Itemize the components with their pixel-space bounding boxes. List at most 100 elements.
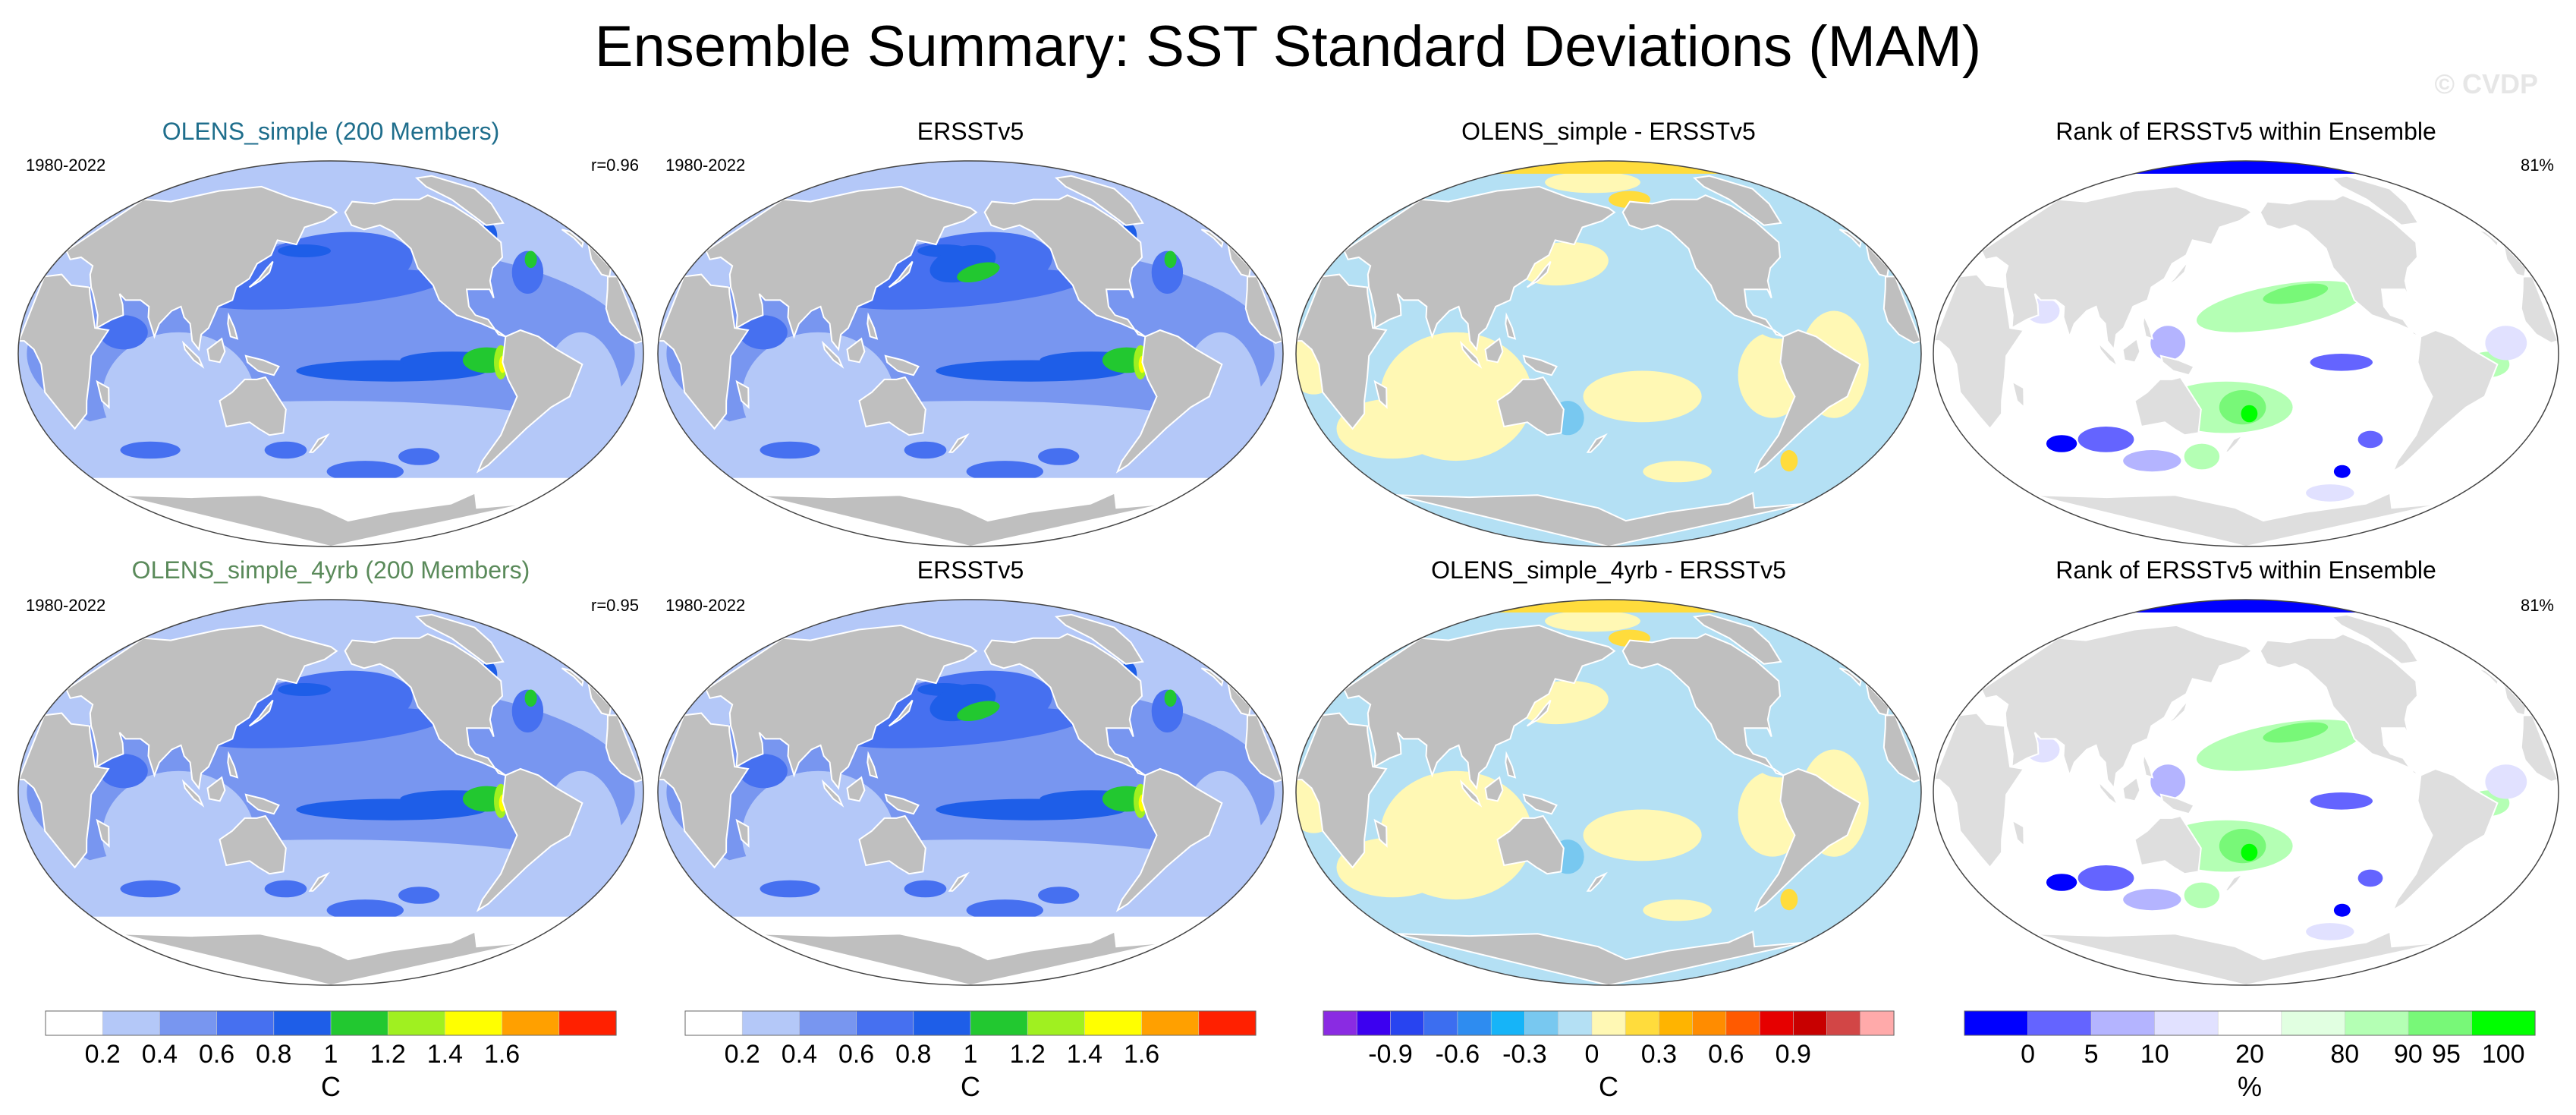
colorbar-tick-label: 20 bbox=[2235, 1040, 2264, 1069]
percent-label: 81% bbox=[2521, 156, 2554, 175]
land-australia bbox=[858, 376, 926, 436]
colorbar-bin bbox=[1141, 1010, 1200, 1036]
land-philippines bbox=[1505, 312, 1517, 340]
field-contour bbox=[1754, 304, 1806, 339]
panel-std-row1: ERSSTv5 1980-2022 bbox=[657, 118, 1284, 547]
panel-title: ERSSTv5 bbox=[917, 118, 1024, 145]
land-borneo bbox=[206, 776, 226, 802]
land-newGuinea bbox=[1522, 354, 1558, 376]
land-philippines bbox=[1505, 751, 1517, 779]
land-northAmerica bbox=[1621, 194, 1784, 338]
colorbar-bin bbox=[1793, 1010, 1828, 1036]
colorbar-tick-label: 0.3 bbox=[1641, 1040, 1677, 1069]
colorbar-bin bbox=[1591, 1010, 1626, 1036]
colorbar-bin bbox=[1725, 1010, 1760, 1036]
colorbar-tick-label: 1.2 bbox=[370, 1040, 406, 1069]
colorbar-std-1: 0.2 0.4 0.6 0.8 1 1.2 1.4 1.6 C bbox=[45, 1010, 617, 1102]
field-contour bbox=[2333, 465, 2351, 478]
field-contour bbox=[1643, 899, 1712, 921]
colorbar-tick-label: 95 bbox=[2432, 1040, 2461, 1069]
land-northAmerica bbox=[2259, 633, 2421, 776]
field-contour bbox=[2184, 443, 2220, 470]
arctic-fill bbox=[1296, 600, 1921, 613]
land-sumatra bbox=[821, 340, 845, 369]
field-contour bbox=[1754, 743, 1806, 778]
land-westAfrica bbox=[1244, 276, 1283, 344]
land-madagascar bbox=[1373, 818, 1388, 848]
field-contour bbox=[102, 770, 255, 900]
colorbar-bin bbox=[502, 1010, 560, 1036]
land-eurasia bbox=[1980, 624, 2254, 790]
colorbar-bin bbox=[1490, 1010, 1526, 1036]
colorbar-tick-label: 0.4 bbox=[782, 1040, 817, 1069]
field-contour bbox=[760, 880, 820, 898]
panel-title: Rank of ERSSTv5 within Ensemble bbox=[2055, 118, 2436, 145]
land-newZealand bbox=[2223, 871, 2245, 892]
field-contour bbox=[1545, 610, 1640, 632]
field-contour bbox=[1038, 448, 1080, 465]
field-layer bbox=[666, 660, 1275, 921]
colorbar-bin bbox=[799, 1010, 857, 1036]
land-newZealand bbox=[1586, 433, 1608, 453]
land-northAmerica bbox=[1621, 633, 1784, 776]
colorbar-tick-label: 0.2 bbox=[725, 1040, 760, 1069]
colorbar-frame bbox=[45, 1010, 617, 1036]
field-contour bbox=[2077, 865, 2134, 891]
field-contour bbox=[904, 441, 947, 459]
land-africa bbox=[18, 712, 110, 869]
land-borneo bbox=[846, 776, 866, 802]
land-japan bbox=[2163, 260, 2189, 288]
land-australia bbox=[2134, 376, 2202, 436]
colorbar-bin bbox=[856, 1010, 914, 1036]
land-southAmerica bbox=[1754, 329, 1861, 474]
colorbar-bin bbox=[2027, 1010, 2093, 1036]
field-contour bbox=[102, 332, 255, 461]
land-eurasia bbox=[705, 185, 978, 351]
land-uk bbox=[1200, 667, 1224, 687]
field-contour bbox=[2310, 792, 2373, 810]
field-contour bbox=[524, 689, 537, 707]
land-australia bbox=[1496, 814, 1565, 875]
field-contour bbox=[2357, 430, 2383, 449]
land-philippines bbox=[867, 312, 879, 340]
field-contour bbox=[904, 880, 947, 898]
field-contour bbox=[1164, 689, 1177, 707]
colorbar-units: C bbox=[961, 1071, 980, 1102]
land-newGuinea bbox=[2159, 793, 2195, 815]
field-contour bbox=[2046, 874, 2077, 891]
colorbar-tick-label: 0.9 bbox=[1776, 1040, 1811, 1069]
land-philippines bbox=[227, 751, 239, 779]
colorbar-frame bbox=[684, 1010, 1257, 1036]
panel-title: OLENS_simple - ERSSTv5 bbox=[1461, 118, 1756, 145]
colorbar-bin bbox=[1027, 1010, 1086, 1036]
panel-title: ERSSTv5 bbox=[917, 556, 1024, 584]
colorbar-bin bbox=[387, 1010, 446, 1036]
map-outline bbox=[1295, 160, 1922, 547]
field-contour bbox=[99, 754, 148, 789]
panel-rank-row2: Rank of ERSSTv5 within Ensemble 81% bbox=[1933, 556, 2559, 986]
land-eurasia bbox=[65, 624, 338, 790]
colorbar-tick-label: 1.4 bbox=[1067, 1040, 1102, 1069]
land-uk bbox=[1200, 228, 1224, 248]
land-africa bbox=[1933, 273, 2025, 430]
field-contour bbox=[2306, 484, 2354, 502]
field-contour bbox=[264, 441, 307, 459]
colorbar-tick-label: 90 bbox=[2394, 1040, 2423, 1069]
land-antarctica bbox=[757, 930, 1168, 985]
colorbar-tick-label: 0.6 bbox=[1708, 1040, 1744, 1069]
land-philippines bbox=[867, 751, 879, 779]
field-contour bbox=[760, 441, 820, 459]
field-contour bbox=[326, 461, 404, 483]
colorbar-units: C bbox=[321, 1071, 341, 1102]
field-contour bbox=[2263, 722, 2329, 743]
field-contour bbox=[2123, 889, 2181, 911]
land-eurasia bbox=[65, 185, 338, 351]
map-outline bbox=[657, 160, 1284, 547]
colorbar-tick-label: 80 bbox=[2330, 1040, 2359, 1069]
land-westAfrica bbox=[1882, 276, 1921, 344]
arctic-band bbox=[1933, 161, 2559, 174]
land-japan bbox=[888, 699, 914, 727]
colorbar-bin bbox=[1558, 1010, 1593, 1036]
map-outline bbox=[17, 160, 644, 547]
field-contour bbox=[2241, 843, 2258, 861]
